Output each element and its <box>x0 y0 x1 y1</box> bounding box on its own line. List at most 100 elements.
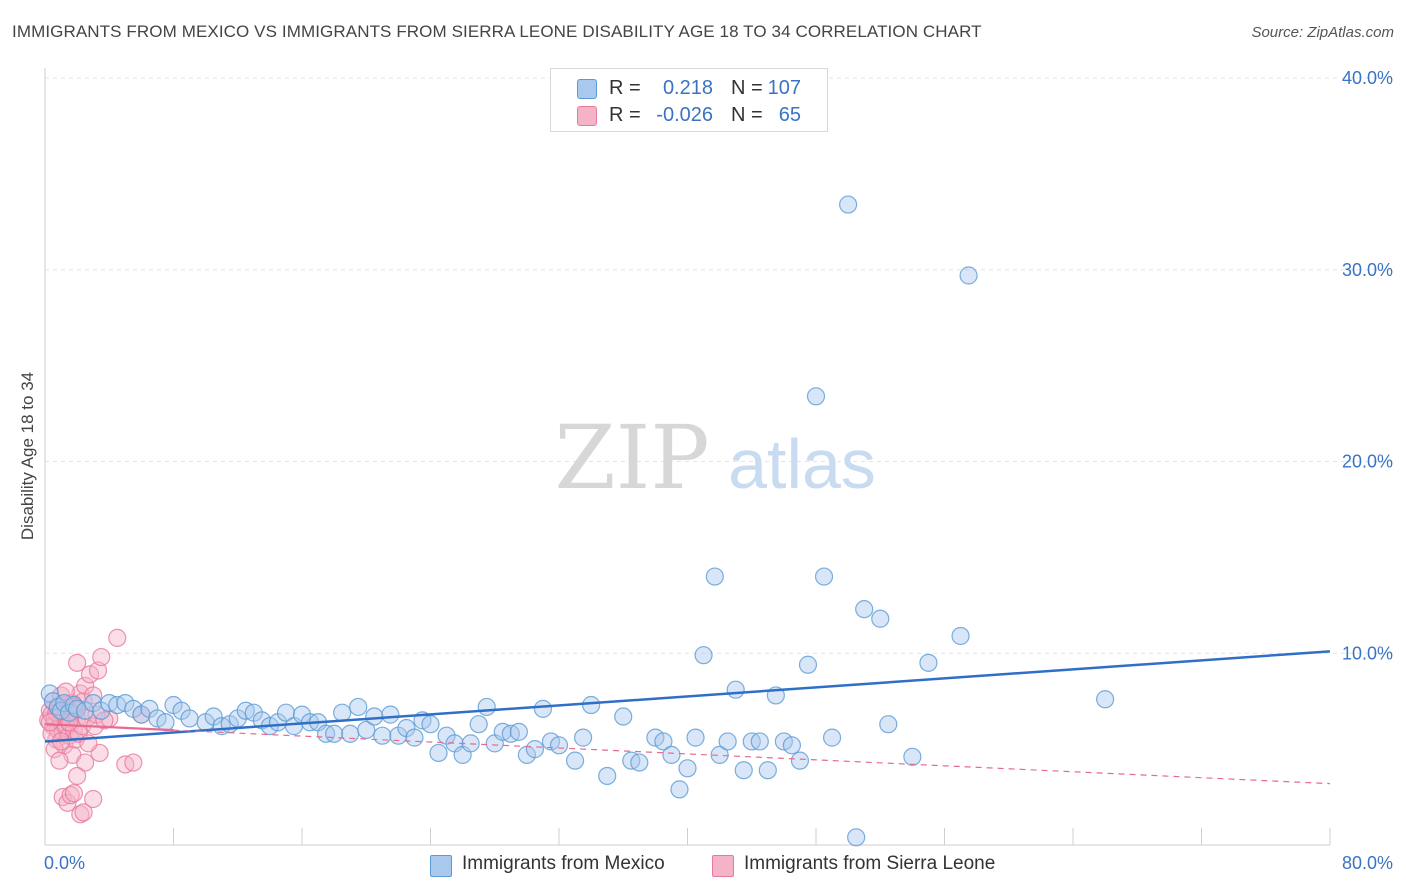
legend-row-mexico: R = 0.218 N = 107 <box>551 75 827 101</box>
y-tick-label: 10.0% <box>1342 643 1393 663</box>
mexico-trend-line <box>44 650 1331 743</box>
mexico-point <box>871 609 890 628</box>
legend-label-sierra-leone: Immigrants from Sierra Leone <box>744 853 996 874</box>
legend-label-mexico: Immigrants from Mexico <box>462 853 665 874</box>
sierra-leone-point <box>40 713 59 732</box>
sierra-leone-point <box>84 789 103 809</box>
gridlines <box>45 77 1392 654</box>
sierra-leone-point <box>84 686 103 705</box>
sierra-leone-point <box>124 753 143 772</box>
sierra-leone-point <box>95 711 114 730</box>
mexico-point <box>879 715 898 734</box>
mexico-point <box>477 697 496 717</box>
mexico-point <box>822 728 842 747</box>
legend-r-label: R = <box>609 77 641 99</box>
legend-n-value: 107 <box>767 77 801 99</box>
sierra-leone-point <box>76 753 95 772</box>
y-tick-label: 30.0% <box>1342 260 1393 280</box>
mexico-point <box>341 724 360 743</box>
mexico-point <box>325 724 344 743</box>
correlation-legend: R = 0.218 N = 107 R = -0.026 N = 65 <box>550 68 828 132</box>
sierra-leone-point <box>108 628 127 648</box>
mexico-point <box>333 703 352 722</box>
sierra-leone-point <box>68 766 87 786</box>
watermark-atlas: atlas <box>728 425 876 503</box>
mexico-point <box>814 567 834 586</box>
mexico-point <box>758 761 777 780</box>
mexico-point <box>726 680 745 699</box>
mexico-point <box>855 600 874 619</box>
legend-r-value: 0.218 <box>662 77 713 99</box>
watermark-zip: ZIP <box>554 406 709 509</box>
y-tick-label: 20.0% <box>1342 452 1393 472</box>
mexico-point <box>705 567 724 586</box>
mexico-point <box>365 707 384 726</box>
mexico-point <box>573 728 593 747</box>
legend-n-label: N = <box>731 77 763 99</box>
mexico-point <box>582 695 601 715</box>
mexico-point <box>903 747 922 766</box>
mexico-point <box>951 626 970 646</box>
mexico-point <box>156 713 175 732</box>
mexico-point <box>405 728 424 747</box>
legend-n-label: N = <box>731 104 763 126</box>
legend-swatch-sierra-leone <box>577 106 597 126</box>
mexico-point <box>349 697 368 717</box>
mexico-point <box>429 743 448 763</box>
mexico-point <box>798 655 818 674</box>
mexico-point <box>678 759 697 778</box>
mexico-point <box>806 387 826 406</box>
mexico-point <box>694 646 713 665</box>
mexico-point <box>919 653 938 672</box>
sierra-leone-point <box>50 751 69 770</box>
mexico-point <box>598 766 617 786</box>
mexico-point <box>565 751 585 770</box>
mexico-point <box>782 736 802 755</box>
mexico-point <box>525 740 545 759</box>
mexico-point <box>357 720 376 740</box>
mexico-point <box>750 732 769 751</box>
sierra-leone-point <box>74 803 93 822</box>
mexico-point <box>959 266 978 285</box>
mexico-point <box>276 703 296 722</box>
sierra-leone-point <box>64 784 84 803</box>
x-tick-label-max: 80.0% <box>1342 853 1393 873</box>
mexico-point <box>686 728 705 747</box>
legend-swatch-sierra-leone <box>712 855 734 877</box>
mexico-point <box>654 732 673 751</box>
legend-r-label: R = <box>609 104 641 126</box>
sierra-leone-point <box>56 682 75 701</box>
legend-r-value: -0.026 <box>656 104 713 126</box>
mexico-point <box>614 707 633 726</box>
mexico-point <box>662 745 681 764</box>
legend-swatch-mexico <box>577 79 597 99</box>
mexico-point <box>373 726 392 745</box>
mexico-point <box>734 761 753 780</box>
chart-title: IMMIGRANTS FROM MEXICO VS IMMIGRANTS FRO… <box>12 22 982 41</box>
sierra-leone-point <box>71 805 90 824</box>
mexico-points <box>40 195 1115 847</box>
legend-swatch-mexico <box>430 855 452 877</box>
sierra-leone-trend-dashed <box>173 729 1331 785</box>
mexico-point <box>710 745 729 764</box>
mexico-point <box>630 753 649 772</box>
series-legend: Immigrants from Mexico Immigrants from S… <box>0 851 1406 879</box>
y-tick-label: 40.0% <box>1342 68 1393 88</box>
legend-n-value: 65 <box>778 104 801 126</box>
mexico-point <box>180 709 199 728</box>
sierra-leone-point <box>92 647 111 667</box>
mexico-point <box>533 699 553 718</box>
sierra-leone-point <box>61 786 80 805</box>
mexico-point <box>381 705 400 724</box>
mexico-point <box>847 828 866 847</box>
mexico-point <box>718 732 737 751</box>
y-axis-label: Disability Age 18 to 34 <box>18 372 37 540</box>
sierra-leone-point <box>88 661 108 680</box>
mexico-point <box>469 715 488 734</box>
x-tick-label-min: 0.0% <box>44 853 85 873</box>
mexico-point <box>549 736 569 755</box>
legend-row-sierra-leone: R = -0.026 N = 65 <box>551 102 827 128</box>
mexico-point <box>839 195 858 214</box>
mexico-point <box>1096 690 1115 709</box>
mexico-point <box>790 751 810 770</box>
